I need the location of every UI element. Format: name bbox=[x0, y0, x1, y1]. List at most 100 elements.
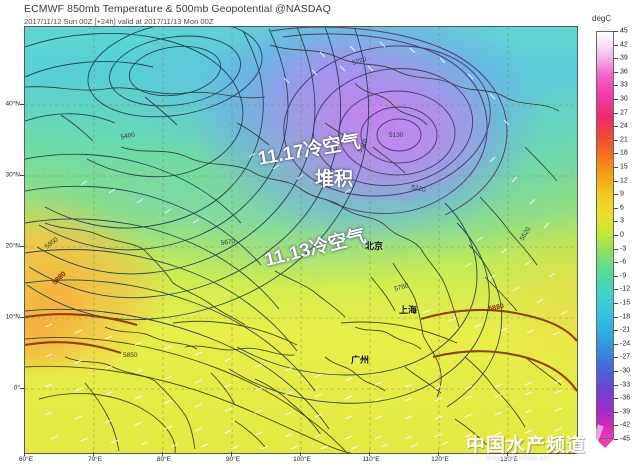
x-axis-label-120E: 120°E bbox=[431, 456, 449, 463]
colorbar-tick-label: -12 bbox=[620, 285, 631, 293]
colorbar-tick-label: -24 bbox=[620, 340, 631, 348]
contour-label-5760: 5760 bbox=[394, 282, 410, 293]
colorbar-tick-label: -30 bbox=[620, 367, 631, 375]
colorbar-tick-label: -39 bbox=[620, 408, 631, 416]
header: ECMWF 850mb Temperature & 500mb Geopoten… bbox=[24, 3, 444, 26]
wind-barbs bbox=[44, 41, 568, 450]
colorbar-tick-label: -45 bbox=[620, 435, 631, 443]
contour-label-5400: 5400 bbox=[120, 131, 136, 140]
colorbar-tick-mark bbox=[614, 384, 618, 386]
colorbar-tick-label: -18 bbox=[620, 313, 631, 321]
y-axis-label-0: 0° bbox=[13, 384, 20, 392]
contour-label-5130: 5130 bbox=[389, 132, 404, 139]
contour-label-5220-lower: 5220 bbox=[411, 184, 427, 194]
colorbar-tick-label: -21 bbox=[620, 326, 631, 334]
colorbar-tick-label: 18 bbox=[620, 149, 628, 157]
page-title: ECMWF 850mb Temperature & 500mb Geopoten… bbox=[24, 3, 331, 15]
colorbar-tick-label: 21 bbox=[620, 136, 628, 144]
x-axis-label-60E: 60°E bbox=[18, 456, 34, 463]
x-axis-label-130E: 130°E bbox=[500, 456, 518, 463]
colorbar-tick-mark bbox=[614, 275, 618, 277]
colorbar-tick-label: 45 bbox=[620, 27, 628, 35]
y-tick-mark bbox=[20, 104, 24, 105]
colorbar-tick-label: -33 bbox=[620, 381, 631, 389]
watermark-url: www.shuichan.cc bbox=[486, 453, 549, 462]
colorbar-tick-mark bbox=[614, 139, 618, 141]
y-tick-mark bbox=[20, 317, 24, 318]
colorbar-tick-label: 0 bbox=[620, 231, 624, 239]
watermark: 中国水产频道 www.shuichan.cc bbox=[460, 424, 636, 470]
colorbar-tick-label: 36 bbox=[620, 68, 628, 76]
colorbar-tick-mark bbox=[614, 411, 618, 413]
colorbar-tick-mark bbox=[614, 303, 618, 304]
colorbar-tick-mark bbox=[614, 316, 618, 318]
y-axis-label-40N: 40°N bbox=[5, 100, 20, 108]
colorbar-bottom-arrow bbox=[596, 439, 614, 448]
x-axis-label-110E: 110°E bbox=[362, 456, 380, 463]
colorbar-tick-label: -15 bbox=[620, 299, 631, 307]
x-tick-mark bbox=[231, 452, 232, 456]
watermark-brand: 中国水产频道 bbox=[466, 435, 587, 456]
contour-label-5220-upper: 5220 bbox=[351, 56, 367, 67]
colorbar-tick-mark bbox=[614, 112, 618, 114]
colorbar-tick-mark bbox=[614, 330, 618, 332]
colorbar-tick-label: -27 bbox=[620, 353, 631, 361]
colorbar-tick-mark bbox=[614, 439, 618, 440]
x-tick-mark bbox=[300, 452, 301, 456]
x-axis-label-80E: 80°E bbox=[156, 456, 172, 463]
city-label-shanghai: 上海 bbox=[399, 305, 418, 315]
colorbar-tick-label: -3 bbox=[620, 245, 627, 253]
geopotential-contours: 5130 5220 5220 5310 5400 5520 5670 5760 … bbox=[25, 27, 577, 453]
colorbar-tick-label: -36 bbox=[620, 394, 631, 402]
contour-label-5880-east: 5880 bbox=[488, 303, 505, 313]
colorbar-tick-label: 15 bbox=[620, 163, 628, 171]
colorbar-tick-label: 39 bbox=[620, 54, 628, 62]
city-label-beijing: 北京 bbox=[365, 241, 384, 251]
colorbar-tick-label: 30 bbox=[620, 95, 628, 103]
colorbar-tick-mark bbox=[614, 248, 618, 250]
annotation-accumulation: 堆积 bbox=[315, 169, 354, 190]
x-tick-mark bbox=[369, 452, 370, 456]
map-plot-area: 5130 5220 5220 5310 5400 5520 5670 5760 … bbox=[24, 26, 578, 454]
colorbar-top-arrow bbox=[596, 22, 614, 31]
colorbar-tick-label: -9 bbox=[620, 272, 627, 280]
colorbar-tick-label: -6 bbox=[620, 258, 627, 266]
colorbar-tick-mark bbox=[614, 58, 618, 60]
colorbar-tick-mark bbox=[614, 262, 618, 264]
colorbar-tick-mark bbox=[614, 221, 618, 223]
colorbar-tick-mark bbox=[614, 235, 618, 236]
x-axis-label-100E: 100°E bbox=[293, 456, 311, 463]
x-tick-mark bbox=[93, 452, 94, 456]
colorbar-tick-mark bbox=[614, 99, 618, 100]
colorbar-tick-label: 42 bbox=[620, 41, 628, 49]
colorbar-tick-label: 12 bbox=[620, 177, 628, 185]
colorbar-tick-mark bbox=[614, 289, 618, 291]
x-tick-mark bbox=[438, 452, 439, 456]
contour-label-5670: 5670 bbox=[220, 238, 236, 247]
colorbar-tick-mark bbox=[614, 31, 618, 32]
contour-label-5850-south: 5850 bbox=[123, 352, 138, 359]
colorbar-title: degC bbox=[592, 14, 612, 23]
colorbar-tick-mark bbox=[614, 126, 618, 128]
y-tick-mark bbox=[20, 175, 24, 176]
colorbar-tick-mark bbox=[614, 167, 618, 168]
colorbar-tick-mark bbox=[614, 44, 618, 46]
colorbar-tick-mark bbox=[614, 425, 618, 427]
colorbar-tick-label: 24 bbox=[620, 122, 628, 130]
colorbar-tick-mark bbox=[614, 194, 618, 196]
y-tick-mark bbox=[20, 388, 24, 389]
colorbar-tick-label: 33 bbox=[620, 81, 628, 89]
colorbar-tick-mark bbox=[614, 71, 618, 73]
x-tick-mark bbox=[507, 452, 508, 456]
colorbar-tick-mark bbox=[614, 207, 618, 209]
y-axis-label-10N: 10°N bbox=[5, 313, 20, 321]
y-tick-mark bbox=[20, 246, 24, 247]
colorbar-tick-label: 3 bbox=[620, 217, 624, 225]
colorbar-tick-mark bbox=[614, 398, 618, 400]
colorbar-tick-label: 27 bbox=[620, 109, 628, 117]
y-axis-label-30N: 30°N bbox=[5, 171, 20, 179]
graticule bbox=[25, 27, 577, 453]
x-tick-mark bbox=[162, 452, 163, 456]
city-label-guangzhou: 广州 bbox=[351, 355, 370, 365]
